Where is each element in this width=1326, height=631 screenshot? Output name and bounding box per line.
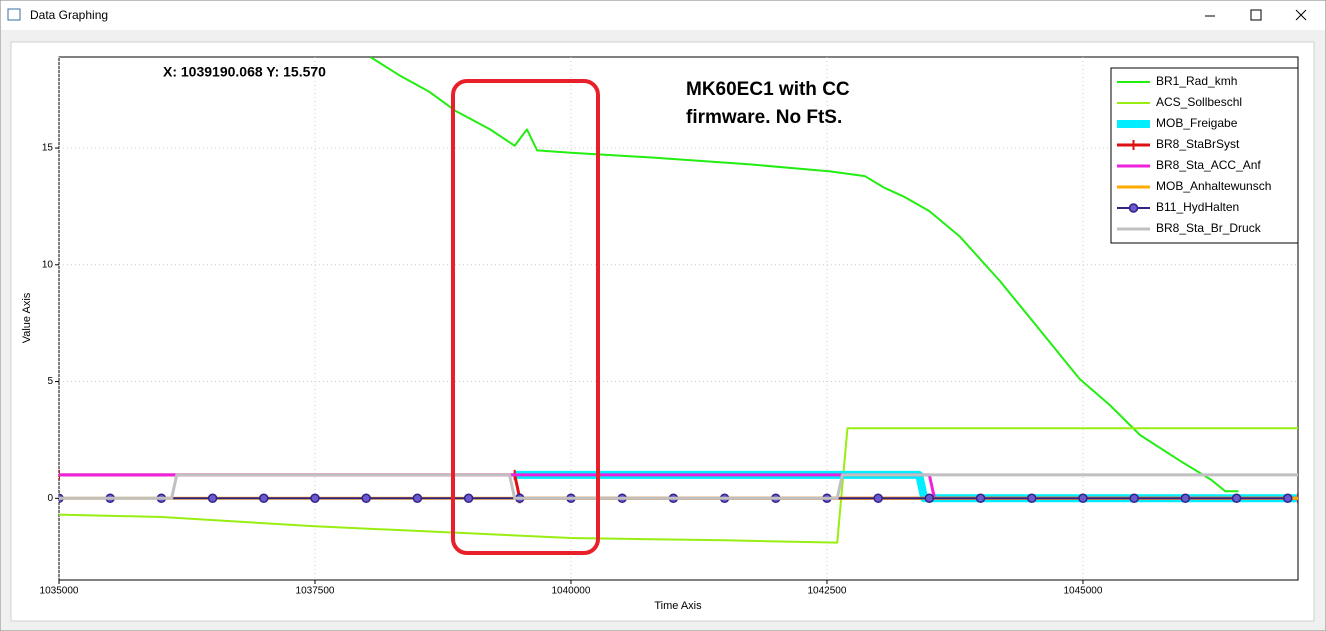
data-point — [1078, 493, 1088, 504]
x-tick-label: 1035000 — [40, 586, 79, 597]
data-point — [1283, 493, 1293, 504]
data-point — [259, 493, 269, 504]
y-tick-label: 5 — [47, 376, 53, 387]
plot-area — [58, 56, 1299, 581]
x-tick-label: 1040000 — [552, 586, 591, 597]
legend-label: BR8_StaBrSyst — [1156, 137, 1240, 151]
data-point — [310, 493, 320, 504]
legend-label: ACS_Sollbeschl — [1156, 95, 1242, 109]
highlight-box — [451, 79, 600, 555]
legend-label: BR8_Sta_ACC_Anf — [1156, 158, 1261, 172]
legend — [1110, 67, 1299, 244]
y-tick-label: 15 — [42, 143, 54, 154]
data-point — [924, 493, 935, 504]
annotation: MK60EC1 with CC — [686, 79, 850, 100]
data-point — [1180, 493, 1191, 504]
data-point — [1128, 140, 1139, 150]
window-title: Data Graphing — [30, 8, 108, 22]
data-point — [361, 493, 371, 504]
cursor-readout: X: 1039190.068 Y: 15.570 — [163, 64, 326, 80]
legend-label: B11_HydHalten — [1156, 200, 1239, 214]
series-line — [369, 57, 1239, 493]
x-tick-label: 1045000 — [1063, 586, 1102, 597]
x-tick-label: 1042500 — [808, 586, 847, 597]
x-axis-label: Time Axis — [654, 600, 702, 612]
y-tick-label: 10 — [42, 259, 54, 270]
data-point — [1231, 493, 1242, 504]
legend-label: MOB_Anhaltewunsch — [1156, 179, 1271, 193]
data-point — [873, 493, 883, 504]
legend-label: MOB_Freigabe — [1156, 116, 1238, 130]
data-point — [463, 493, 474, 504]
data-point — [975, 493, 986, 504]
title-bar — [1, 1, 1325, 30]
close-button[interactable] — [1295, 9, 1307, 21]
data-point — [412, 493, 423, 504]
annotation: firmware. No FtS. — [686, 107, 842, 128]
series-line — [59, 427, 1298, 544]
y-tick-label: 0 — [47, 493, 53, 504]
maximize-button[interactable] — [1250, 9, 1262, 21]
x-tick-label: 1037500 — [296, 586, 335, 597]
data-point — [1129, 493, 1139, 504]
data-point — [207, 493, 218, 504]
data-point — [1128, 203, 1139, 213]
app-icon — [7, 8, 21, 21]
legend-label: BR8_Sta_Br_Druck — [1156, 221, 1262, 235]
legend-label: BR1_Rad_kmh — [1156, 74, 1237, 88]
series-line — [59, 473, 1298, 500]
data-point — [1027, 493, 1037, 504]
y-axis-label: Value Axis — [21, 292, 33, 343]
